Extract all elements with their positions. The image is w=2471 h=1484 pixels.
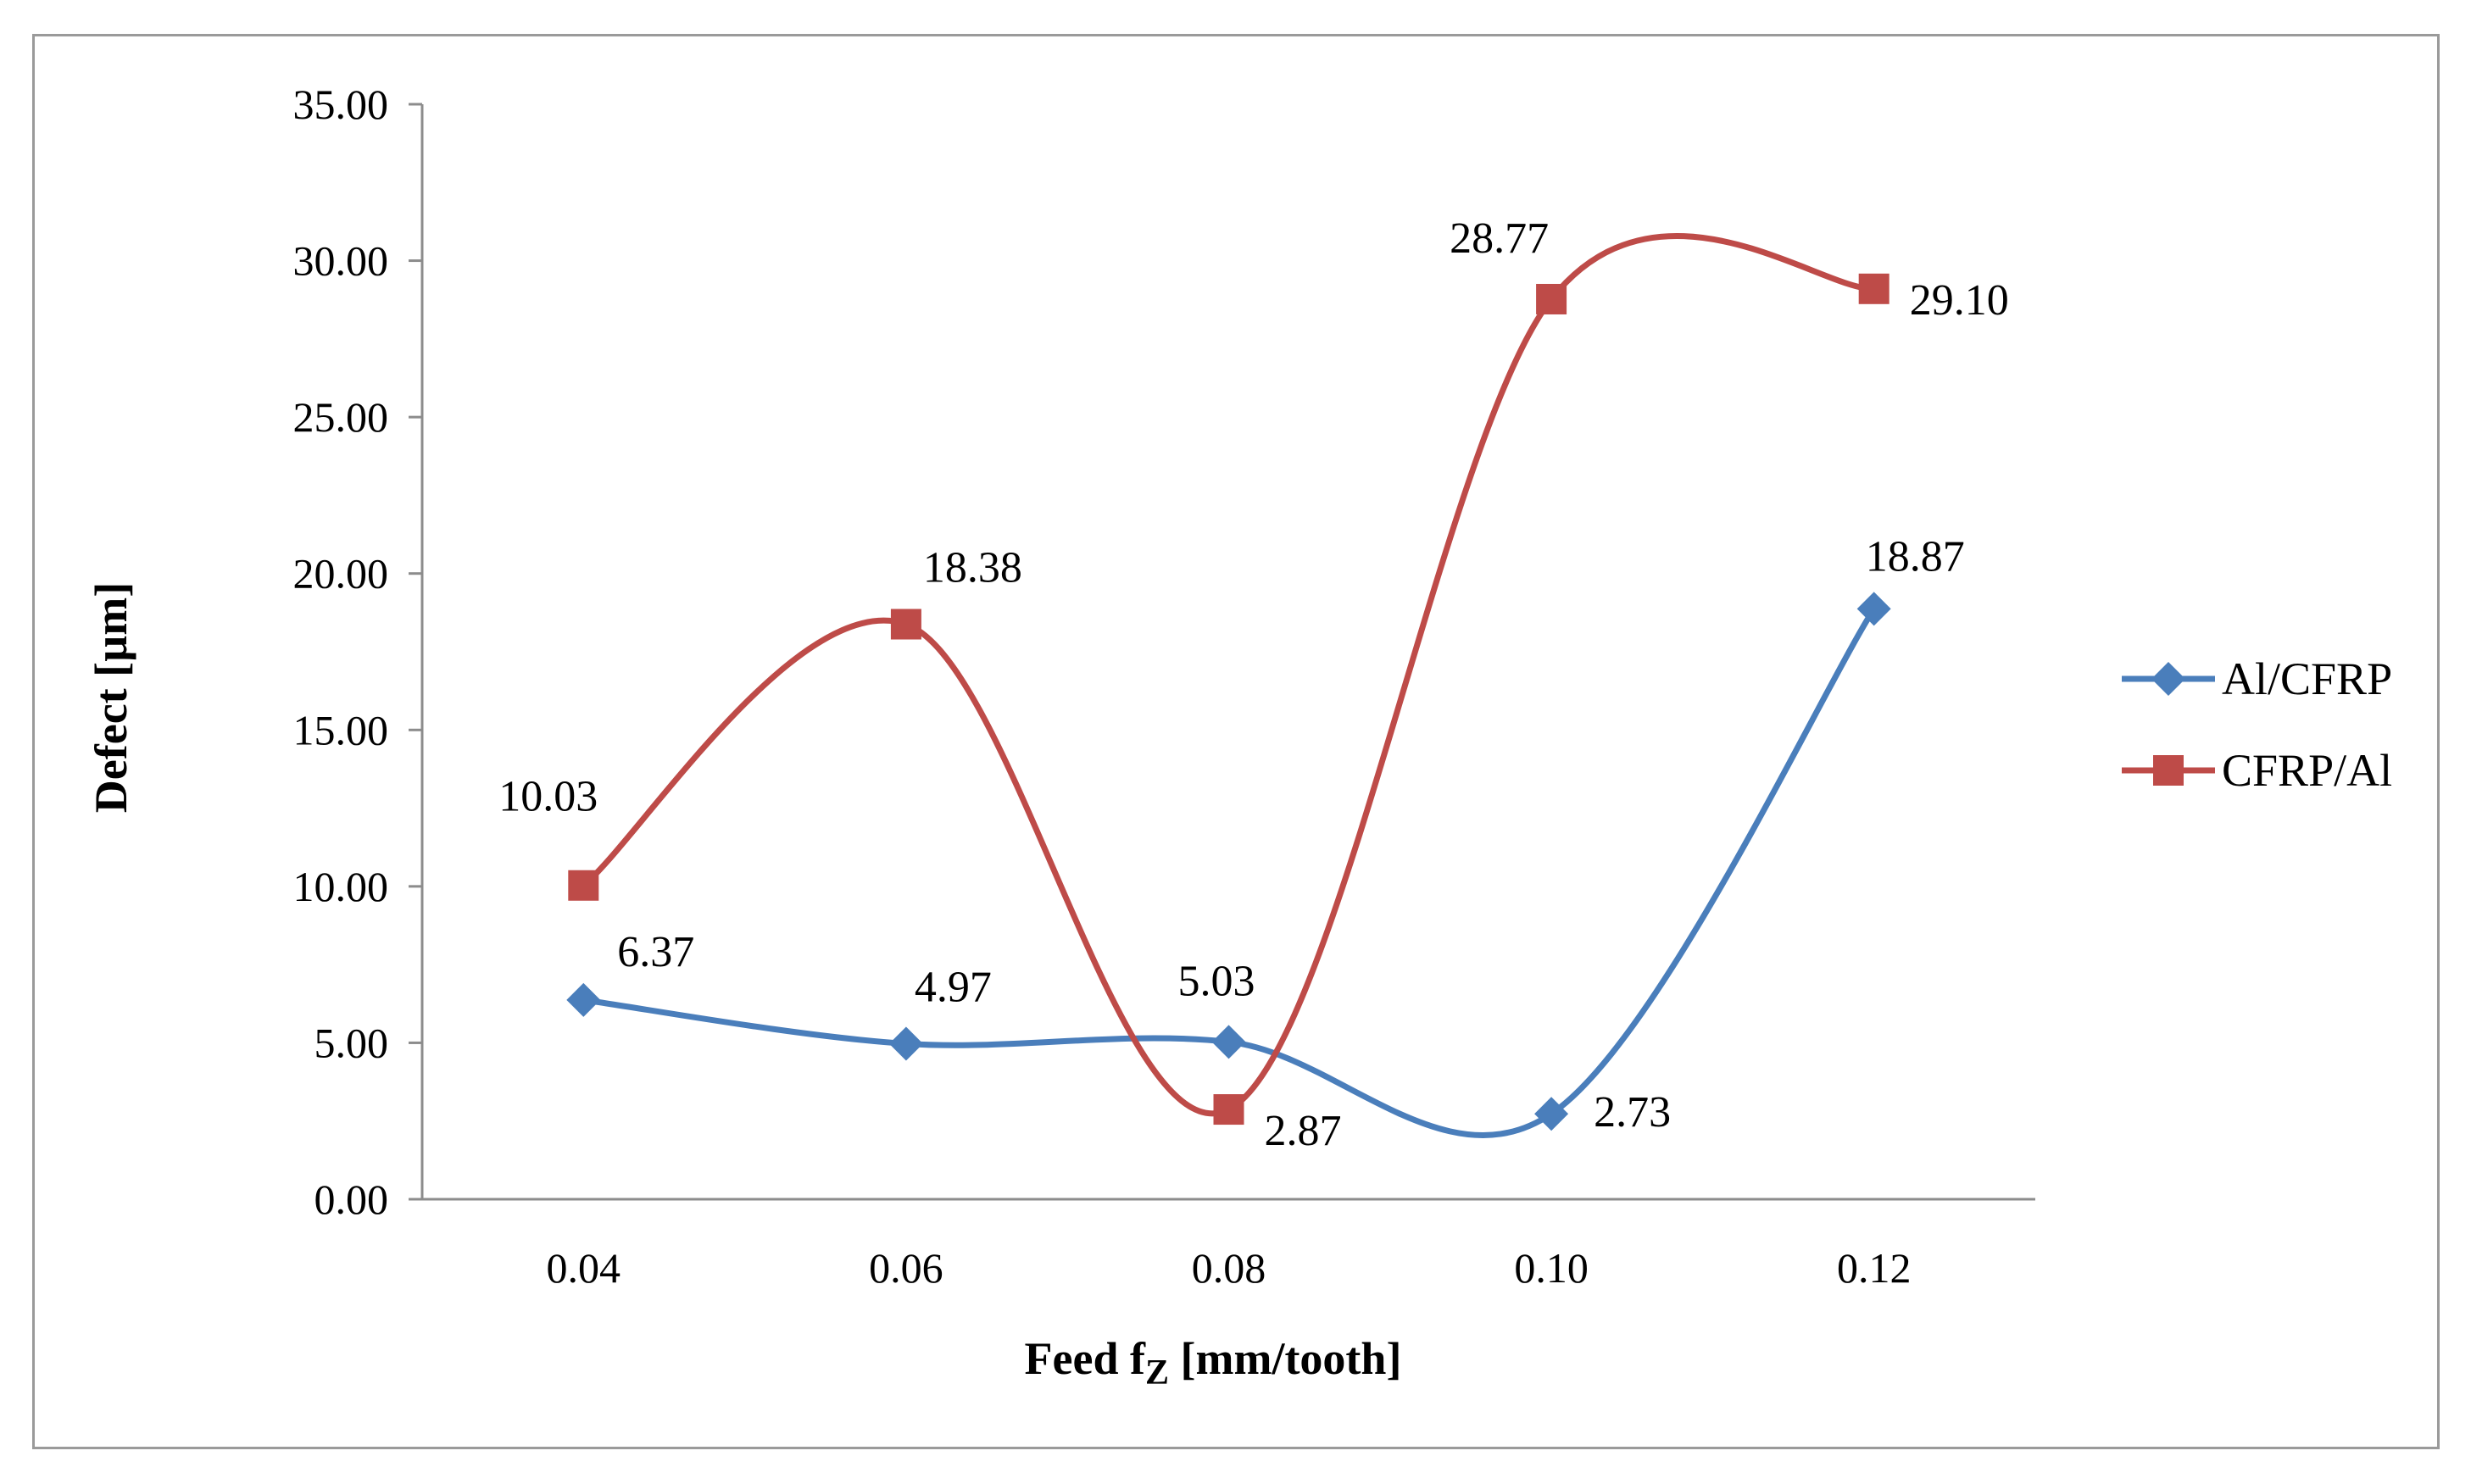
- y-tick-label: 0.00: [314, 1176, 389, 1223]
- data-label-0-2: 5.03: [1178, 957, 1255, 1005]
- x-axis-title-suffix: [mm/tooth]: [1169, 1333, 1401, 1384]
- data-labels: 6.37 4.97 5.03 2.73 18.87 10.03 18.38 2.87 28.77…: [498, 214, 2008, 1155]
- y-tick-label: 25.00: [293, 393, 389, 441]
- axes: 0.00 5.00 10.00 15.00 20.00 25.00 30.00 35.00 0.…: [293, 81, 2035, 1292]
- data-point-0-0: [566, 982, 601, 1017]
- data-point-1-3: [1536, 283, 1567, 314]
- data-point-0-2: [1211, 1025, 1246, 1059]
- series-line-0: [582, 607, 1877, 1138]
- data-label-0-4: 18.87: [1866, 532, 1965, 581]
- data-point-1-0: [568, 870, 599, 901]
- data-point-0-1: [888, 1026, 923, 1061]
- data-point-1-1: [890, 609, 921, 640]
- x-tick-label: 0.06: [869, 1244, 943, 1292]
- y-tick-label: 35.00: [293, 81, 389, 128]
- data-label-1-0: 10.03: [498, 773, 598, 821]
- chart-frame: 0.00 5.00 10.00 15.00 20.00 25.00 30.00 35.00 0.…: [32, 34, 2440, 1449]
- data-label-1-2: 2.87: [1265, 1107, 1342, 1155]
- data-point-1-4: [1858, 273, 1889, 304]
- x-axis-title-subscript: Z: [1145, 1353, 1169, 1392]
- x-axis-title-main: Feed f: [1025, 1333, 1146, 1384]
- y-tick-label: 10.00: [293, 863, 389, 910]
- y-tick-label: 30.00: [293, 237, 389, 285]
- y-tick-label: 15.00: [293, 706, 389, 753]
- x-tick-label: 0.12: [1837, 1244, 1912, 1292]
- legend-marker-1: [2153, 755, 2184, 786]
- data-point-0-3: [1534, 1097, 1569, 1131]
- data-label-1-4: 29.10: [1910, 276, 2009, 325]
- data-point-0-4: [1856, 592, 1891, 626]
- data-label-0-3: 2.73: [1594, 1088, 1671, 1137]
- data-label-0-1: 4.97: [915, 964, 992, 1012]
- x-tick-label: 0.08: [1192, 1244, 1266, 1292]
- legend: Al/CFRP CFRP/Al: [2122, 653, 2392, 796]
- y-tick-label: 5.00: [314, 1019, 389, 1066]
- x-tick-label: 0.10: [1514, 1244, 1589, 1292]
- data-label-1-1: 18.38: [923, 544, 1022, 592]
- legend-marker-0: [2151, 662, 2185, 696]
- legend-label-1: CFRP/Al: [2222, 745, 2392, 796]
- series-layer: [566, 232, 1891, 1138]
- y-axis-title: Defect [µm]: [86, 582, 136, 813]
- data-label-0-0: 6.37: [617, 928, 694, 976]
- legend-label-0: Al/CFRP: [2222, 653, 2392, 704]
- x-tick-label: 0.04: [547, 1244, 621, 1292]
- y-tick-label: 20.00: [293, 550, 389, 597]
- data-point-1-2: [1213, 1094, 1244, 1126]
- data-label-1-3: 28.77: [1450, 214, 1549, 263]
- x-axis-title: Feed fZ [mm/tooth]: [1025, 1333, 1402, 1392]
- line-chart: 0.00 5.00 10.00 15.00 20.00 25.00 30.00 35.00 0.…: [86, 81, 2392, 1392]
